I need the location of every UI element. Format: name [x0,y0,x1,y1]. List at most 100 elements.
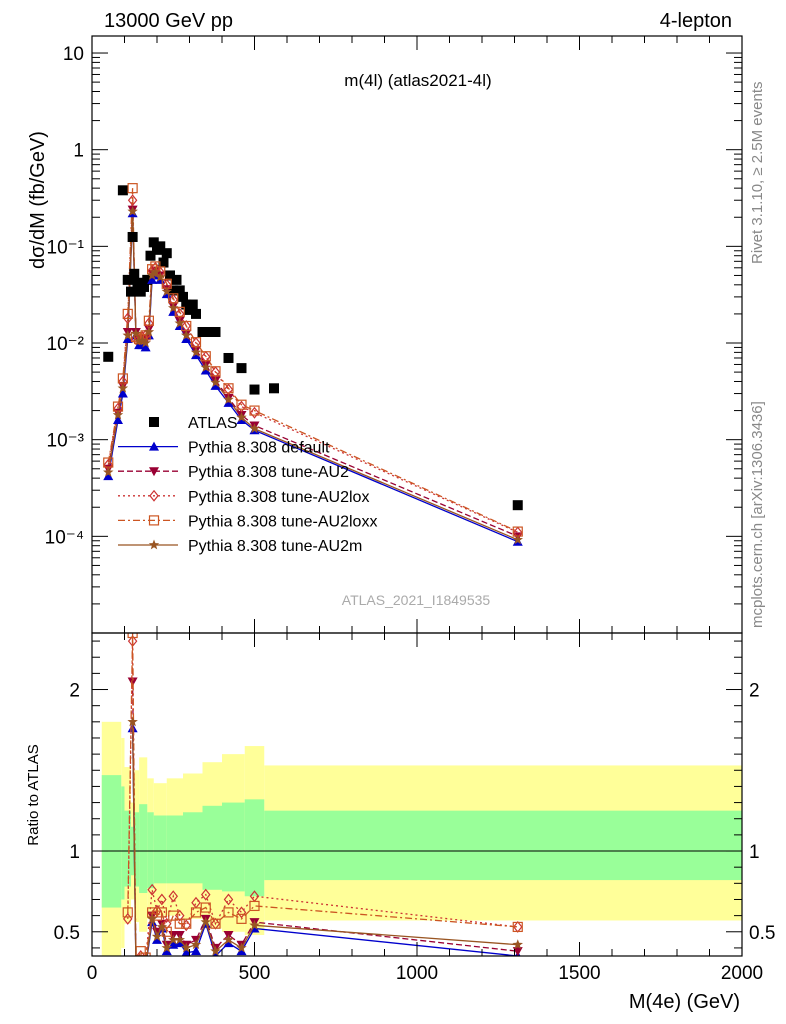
legend-marker [148,539,160,550]
mc-point [150,266,161,277]
data-point [168,285,179,296]
legend-marker [149,441,159,451]
ratio-point [236,913,247,924]
x-axis-label: M(4e) (GeV) [629,991,740,1013]
mc-point [130,328,142,339]
ratio-point [200,916,211,927]
ratio-band-inner [222,802,245,892]
ratio-point [181,947,191,956]
ratio-point [168,890,179,903]
analysis-label: ATLAS_2021_I1849535 [342,592,491,608]
ratio-point [236,942,247,953]
ratio-point [181,918,192,929]
x-tick-label: 1000 [396,963,438,984]
legend: ATLAS Pythia 8.308 default Pythia 8.308 tu… [118,415,377,555]
ratio-point [146,913,158,924]
ratio-point [200,888,211,901]
ratio-point [249,900,260,912]
data-point [236,363,247,374]
mc-point [112,409,124,420]
data-point [165,270,175,281]
ratio-line [127,641,518,956]
ratio-tick-label: 0.5 [54,923,80,944]
data-point [269,383,279,394]
ratio-uncertainty-band [101,721,742,956]
ratio-point [236,946,247,956]
mc-point [143,315,154,326]
ratio-point [190,907,202,918]
legend-entry: Pythia 8.308 tune-AU2 [188,464,349,481]
legend-marker [149,467,159,477]
ratio-point [136,960,146,969]
ratio-point [168,910,179,921]
legend-marker [149,417,159,427]
ratio-point [157,893,167,906]
ratio-point [181,942,192,953]
ratio-point [223,934,234,945]
ratio-point [144,954,147,956]
mc-point [161,286,172,297]
ratio-point [131,960,141,969]
data-point [142,274,153,285]
data-point [191,308,201,319]
ratio-point [131,959,142,969]
main-plot-layer [103,183,523,546]
mc-point [122,308,133,320]
ratio-point [161,917,172,930]
ratio-point [140,952,151,956]
mc-point [127,205,138,216]
data-point [181,299,192,310]
mc-point [190,346,202,357]
ratio-point [156,907,167,918]
data-point [187,299,198,310]
mc-point [200,351,211,362]
ratio-point [156,921,168,932]
header-left: 13000 GeV pp [104,10,233,32]
data-point [148,237,159,248]
mc-point [174,317,185,328]
ratio-band-inner [264,810,287,881]
y-tick-label: 10⁻² [47,334,85,355]
ratio-point [223,907,234,918]
data-point [174,285,185,296]
data-point [129,268,140,279]
ratio-band-inner [101,775,122,908]
ratio-point [512,939,523,950]
ratio-point [174,938,185,948]
mc-point [512,534,523,545]
legend-entry: ATLAS [188,415,238,432]
mc-point [113,414,123,424]
data-point [127,231,138,242]
mc-point [146,269,158,280]
ratio-band-inner [244,799,265,897]
data-point [178,291,188,302]
data-point [139,281,149,292]
ratio-band-inner [183,812,203,884]
mc-point [168,302,179,313]
ratio-point [127,633,138,639]
y-tick-label: 10 [63,44,84,65]
mc-point [210,377,221,387]
ratio-point [174,918,185,929]
ratio-point [181,919,192,932]
data-point [512,500,523,511]
ratio-point [249,919,260,930]
ratio-tick-label-right: 2 [749,681,760,702]
ratio-plot-layer [122,633,523,971]
mc-point [122,329,133,340]
ratio-point [127,677,138,687]
ratio-point [135,950,146,956]
ratio-band-inner [287,810,742,881]
ratio-tick-label-right: 1 [749,842,760,863]
data-point [171,274,182,285]
ratio-point [122,907,133,918]
ratio-point [210,945,221,956]
ratio-point [140,960,151,970]
ratio-point [136,962,146,971]
mc-point [236,411,247,422]
data-point [158,257,169,268]
mc-point [140,342,151,352]
ratio-point [161,926,172,937]
ratio-y-axis-label: Ratio to ATLAS [25,744,42,845]
ratio-point [161,942,172,953]
